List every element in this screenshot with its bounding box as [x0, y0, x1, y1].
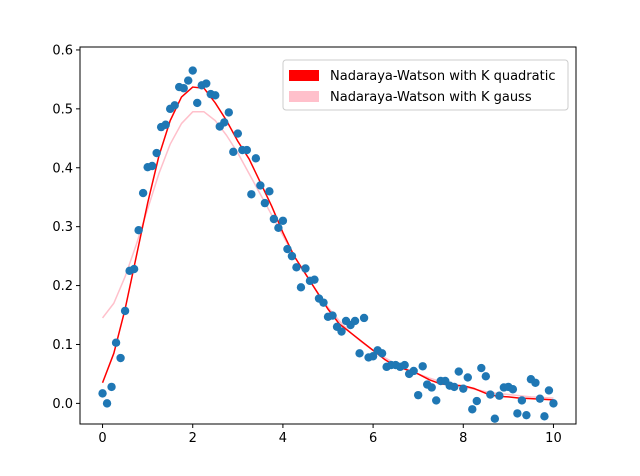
data-point: [337, 327, 346, 336]
data-point: [517, 396, 527, 405]
data-point: [409, 366, 418, 376]
data-point: [170, 101, 179, 110]
data-point: [287, 251, 297, 261]
x-axis-ticks: 0 2 4 6 8 10: [98, 424, 562, 446]
data-point: [107, 382, 116, 392]
data-point: [454, 367, 463, 376]
data-point: [211, 91, 220, 100]
series-line-quadratic: [101, 86, 554, 401]
data-point: [184, 76, 193, 85]
data-point: [102, 399, 112, 408]
y-tick-label: 0.3: [52, 220, 73, 235]
x-tick-label: 4: [279, 431, 287, 446]
data-point: [413, 390, 423, 400]
data-point: [319, 298, 328, 307]
data-point: [292, 263, 301, 272]
data-point: [202, 79, 211, 88]
y-axis-ticks: 0.0 0.1 0.2 0.3 0.4 0.5 0.6: [52, 43, 80, 412]
data-point: [274, 223, 283, 233]
data-point: [296, 283, 306, 292]
data-point: [193, 98, 202, 108]
data-point: [310, 275, 319, 284]
legend-swatch-quadratic: [289, 70, 319, 81]
data-point: [265, 187, 274, 196]
data-point: [490, 414, 500, 423]
data-point: [161, 120, 170, 129]
data-point: [134, 226, 143, 235]
legend: Nadaraya-Watson with K quadratic Nadaray…: [282, 59, 569, 111]
data-point: [486, 390, 495, 399]
data-point: [463, 373, 472, 382]
x-tick-label: 8: [459, 431, 467, 446]
data-point: [260, 198, 270, 208]
data-point: [549, 399, 558, 408]
y-tick-label: 0.6: [52, 43, 73, 58]
data-point: [138, 188, 148, 198]
data-point: [152, 148, 161, 158]
y-tick-label: 0.1: [52, 338, 73, 353]
data-point: [120, 306, 130, 316]
data-point: [535, 394, 545, 403]
y-tick-label: 0.4: [52, 161, 73, 176]
data-point: [544, 386, 554, 395]
data-point: [229, 147, 238, 157]
x-tick-label: 6: [369, 431, 377, 446]
data-point: [359, 313, 369, 323]
data-point: [233, 129, 243, 138]
data-point: [179, 84, 188, 93]
data-point: [328, 311, 337, 320]
data-point: [256, 181, 265, 190]
data-point: [377, 349, 387, 358]
legend-label-quadratic: Nadaraya-Watson with K quadratic: [330, 69, 555, 84]
data-point: [129, 264, 139, 274]
data-point: [355, 349, 364, 358]
data-point: [472, 396, 481, 406]
data-point: [224, 108, 233, 117]
x-tick-label: 0: [98, 431, 106, 446]
data-point: [468, 405, 477, 414]
data-point: [147, 161, 157, 171]
data-point: [495, 391, 504, 400]
data-point: [283, 244, 292, 254]
data-point: [278, 216, 288, 225]
legend-label-gauss: Nadaraya-Watson with K gauss: [330, 90, 532, 105]
data-point: [540, 412, 549, 421]
legend-swatch-gauss: [289, 91, 319, 102]
points-layer: [98, 66, 558, 423]
data-point: [251, 154, 261, 163]
data-point: [513, 409, 522, 418]
data-point: [220, 118, 229, 127]
data-point: [450, 382, 459, 392]
data-point: [301, 264, 310, 273]
series-layer: [101, 86, 554, 401]
y-tick-label: 0.2: [52, 279, 73, 294]
data-point: [111, 338, 121, 347]
data-point: [116, 353, 125, 363]
data-point: [242, 145, 252, 155]
data-point: [350, 316, 360, 326]
series-line-gauss: [101, 111, 554, 399]
data-point: [269, 214, 279, 224]
data-point: [531, 378, 540, 387]
data-point: [481, 372, 491, 381]
plot-frame: [79, 46, 577, 425]
data-point: [522, 410, 531, 420]
data-point: [247, 190, 256, 199]
data-point: [98, 389, 107, 398]
data-point: [477, 363, 486, 373]
data-point: [418, 362, 427, 371]
y-tick-label: 0.0: [52, 397, 73, 412]
data-point: [427, 383, 436, 392]
x-tick-label: 10: [545, 431, 562, 446]
y-tick-label: 0.5: [52, 102, 73, 117]
data-point: [368, 352, 378, 361]
data-point: [459, 384, 468, 393]
data-point: [508, 385, 518, 394]
x-tick-label: 2: [189, 431, 197, 446]
data-point: [400, 360, 409, 370]
data-point: [432, 396, 441, 405]
legend-box: [282, 59, 569, 111]
data-point: [188, 66, 197, 75]
